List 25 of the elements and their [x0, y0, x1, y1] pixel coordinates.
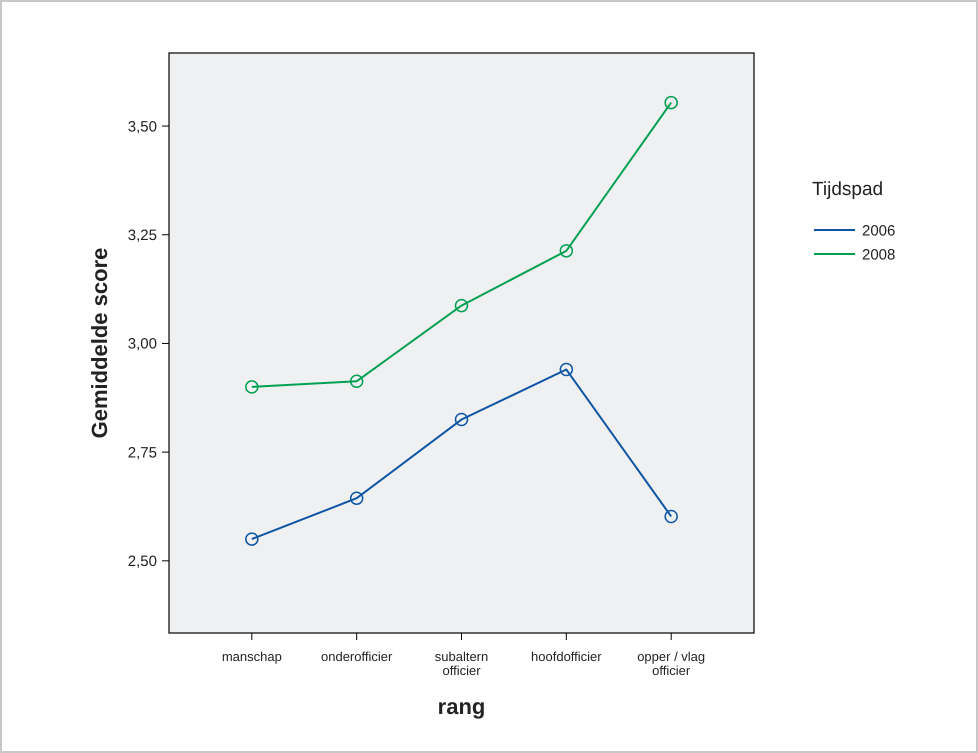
legend-label: 2006 — [862, 222, 896, 240]
x-tick-label: manschap — [222, 649, 282, 664]
legend-label: 2008 — [862, 246, 896, 264]
y-tick-label: 3,00 — [128, 336, 157, 353]
y-tick-label: 2,50 — [128, 553, 157, 570]
y-tick-label: 2,75 — [128, 444, 157, 462]
y-tick-label: 3,50 — [128, 118, 157, 136]
point — [245, 532, 259, 546]
x-tick-label: opper / vlag officier — [637, 649, 706, 678]
x-tick-label: subaltern officier — [434, 649, 488, 678]
point — [454, 298, 468, 312]
x-axis-title: rang — [438, 694, 486, 719]
x-tick-label: hoofdofficier — [531, 649, 602, 664]
x-tick-label: onderofficier — [321, 649, 393, 664]
point — [560, 362, 574, 376]
legend-title: Tijdspad — [812, 179, 884, 200]
point — [454, 412, 468, 426]
point — [664, 510, 678, 524]
point — [350, 374, 364, 388]
point — [664, 96, 678, 110]
point — [245, 380, 259, 394]
point — [350, 491, 364, 505]
y-axis-title: Gemiddelde score — [87, 248, 112, 438]
y-tick-label: 3,25 — [128, 226, 157, 244]
point — [560, 244, 574, 258]
